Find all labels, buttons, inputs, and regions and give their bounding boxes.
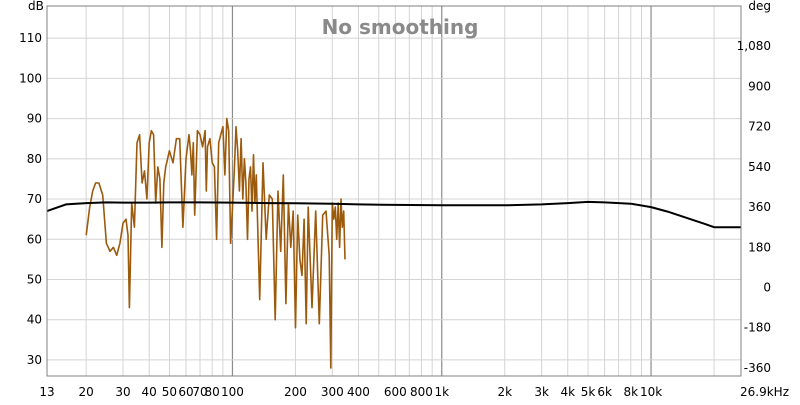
grid-lines: [47, 6, 741, 376]
x-tick-label: 10k: [640, 385, 662, 399]
x-tick-label: 8k: [623, 385, 638, 399]
x-tick-label: 4k: [560, 385, 575, 399]
left-axis-unit: dB: [28, 0, 44, 13]
x-tick-label: 400: [347, 385, 370, 399]
x-tick-label: 2k: [497, 385, 512, 399]
right-tick-label: 900: [748, 79, 771, 93]
phase-series-line: [46, 200, 741, 229]
right-axis-unit: deg: [748, 0, 771, 13]
x-tick-label: 60: [178, 385, 193, 399]
left-tick-label: 100: [19, 71, 42, 85]
left-tick-label: 60: [27, 232, 42, 246]
left-tick-label: 40: [27, 313, 42, 327]
x-tick-label: 200: [284, 385, 307, 399]
axis-labels: 30405060708090100110-360-180018036054072…: [19, 31, 789, 399]
x-tick-label: 100: [221, 385, 244, 399]
chart-title: No smoothing: [322, 15, 479, 39]
right-tick-label: 0: [763, 281, 771, 295]
plot-frame: [46, 5, 742, 377]
left-tick-label: 80: [27, 152, 42, 166]
x-tick-label: 20: [79, 385, 94, 399]
left-tick-label: 50: [27, 272, 42, 286]
right-tick-label: 180: [748, 240, 771, 254]
left-tick-label: 110: [19, 31, 42, 45]
x-tick-label: 50: [162, 385, 177, 399]
x-tick-label: 6k: [597, 385, 612, 399]
x-tick-label: 300: [321, 385, 344, 399]
x-tick-label: 70: [192, 385, 207, 399]
x-tick-label: 40: [142, 385, 157, 399]
x-tick-label: 80: [205, 385, 220, 399]
left-tick-label: 70: [27, 192, 42, 206]
x-tick-label: 800: [410, 385, 433, 399]
x-tick-label: 26.9kHz: [740, 385, 789, 399]
x-tick-label: 13: [39, 385, 54, 399]
spl-series-line: [85, 117, 346, 369]
right-tick-label: -360: [744, 361, 771, 375]
x-tick-label: 30: [115, 385, 130, 399]
series-layer: [46, 117, 741, 369]
x-tick-label: 1k: [434, 385, 449, 399]
plot-background: [47, 6, 741, 376]
right-tick-label: -180: [744, 321, 771, 335]
right-tick-label: 540: [748, 160, 771, 174]
right-tick-label: 360: [748, 200, 771, 214]
right-tick-label: 1,080: [737, 39, 771, 53]
right-tick-label: 720: [748, 120, 771, 134]
left-tick-label: 90: [27, 112, 42, 126]
left-tick-label: 30: [27, 353, 42, 367]
x-tick-label: 5k: [581, 385, 596, 399]
x-tick-label: 600: [384, 385, 407, 399]
x-tick-label: 3k: [534, 385, 549, 399]
